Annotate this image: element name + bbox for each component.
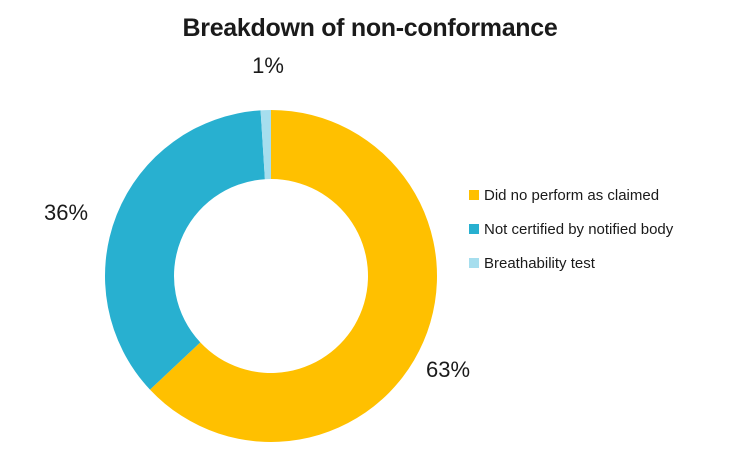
legend-swatch-blue-icon (469, 224, 479, 234)
legend-label-breathability: Breathability test (484, 254, 595, 272)
chart-title: Breakdown of non-conformance (182, 14, 558, 42)
data-label-breathability: 1% (252, 53, 284, 78)
legend-label-did-no-perform: Did no perform as claimed (484, 186, 660, 204)
legend-item-not-certified: Not certified by notified body (469, 219, 673, 239)
legend-swatch-lightblue-icon (469, 258, 479, 268)
donut-segment-2 (105, 110, 265, 390)
data-label-did-no-perform: 63% (425, 357, 471, 382)
legend-swatch-yellow-icon (469, 190, 479, 200)
data-label-not-certified: 36% (43, 200, 89, 225)
legend-item-breathability: Breathability test (469, 253, 673, 273)
donut-segment-1 (149, 110, 438, 442)
legend-item-did-no-perform: Did no perform as claimed (469, 185, 673, 205)
legend: Did no perform as claimed Not certified … (469, 185, 673, 273)
donut-segment-3 (260, 110, 271, 180)
legend-label-not-certified: Not certified by notified body (484, 220, 674, 238)
